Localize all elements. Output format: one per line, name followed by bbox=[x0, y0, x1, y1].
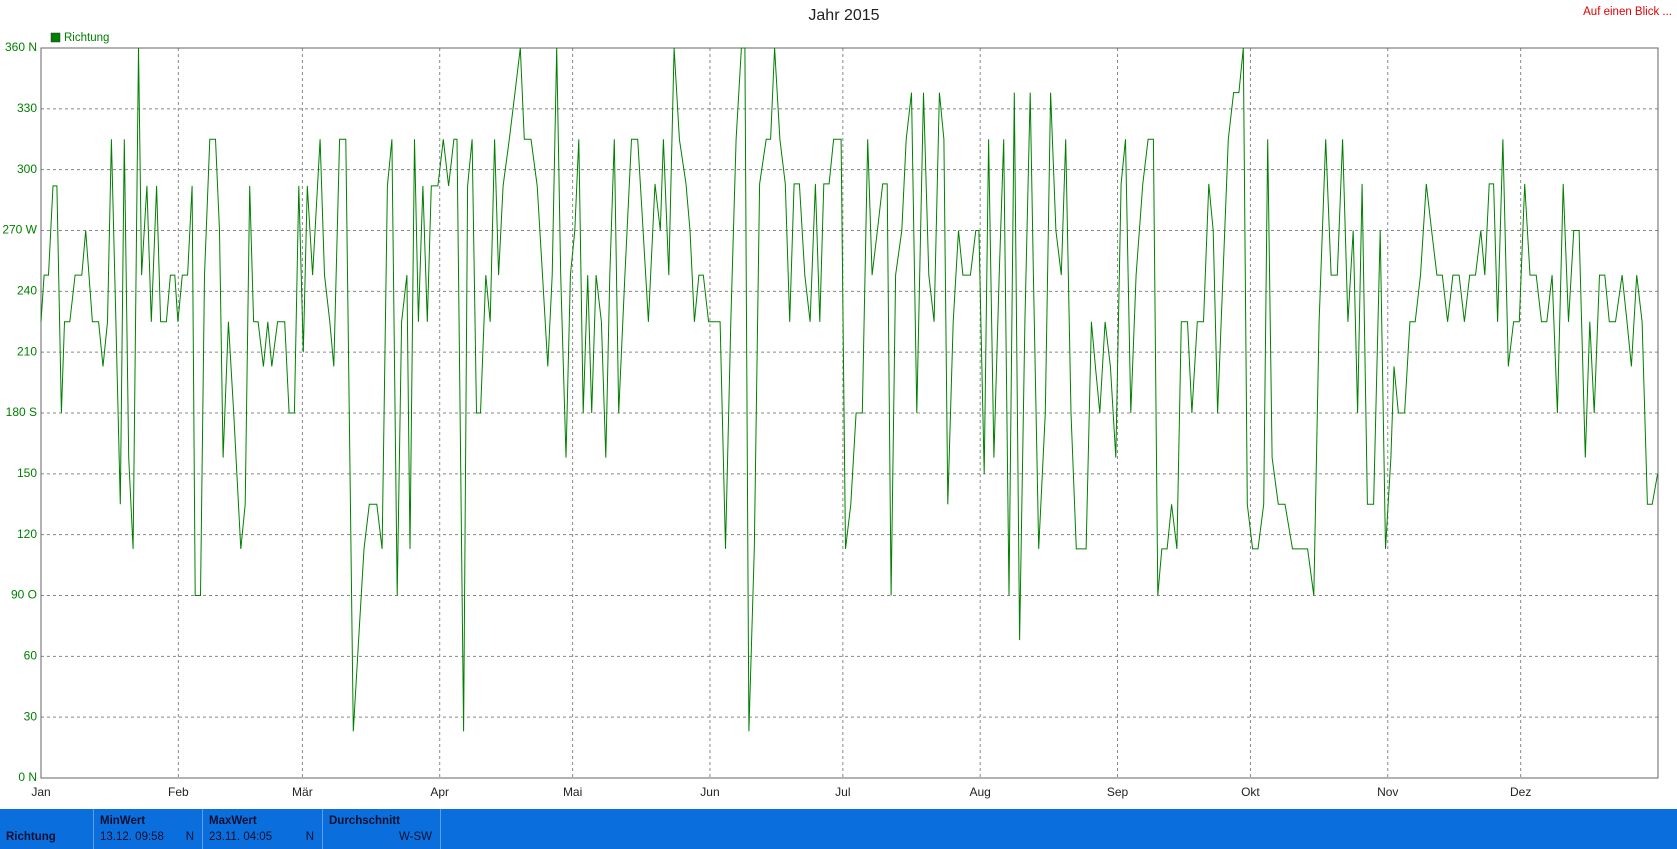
y-tick-label: 120 bbox=[17, 527, 37, 541]
y-tick-label: 330 bbox=[17, 101, 37, 115]
y-tick-label: 210 bbox=[17, 344, 37, 358]
summary-cell: Durchschnitt W-SW bbox=[323, 809, 441, 849]
y-tick-label: 60 bbox=[24, 649, 38, 663]
data-line bbox=[40, 47, 1659, 732]
y-tick-label: 180 S bbox=[6, 405, 37, 419]
x-tick-label: Jan bbox=[31, 785, 50, 799]
summary-dir: N bbox=[305, 831, 314, 843]
x-tick-label: Jun bbox=[700, 785, 719, 799]
chart-title: Jahr 2015 bbox=[808, 7, 879, 24]
x-tick-label: Jul bbox=[835, 785, 850, 799]
x-tick-label: Okt bbox=[1241, 785, 1260, 799]
y-tick-label: 240 bbox=[17, 284, 37, 298]
x-tick-label: Mär bbox=[292, 785, 313, 799]
y-tick-label: 30 bbox=[24, 709, 38, 723]
y-tick-label: 360 N bbox=[5, 40, 37, 54]
x-tick-label: Sep bbox=[1107, 785, 1129, 799]
y-tick-label: 150 bbox=[17, 466, 37, 480]
x-tick-label: Nov bbox=[1377, 785, 1398, 799]
summary-header: MinWert bbox=[100, 815, 146, 827]
summary-dir: W-SW bbox=[398, 831, 432, 843]
summary-cell: MinWert 13.12. 09:58 N bbox=[94, 809, 203, 849]
x-tick-label: Aug bbox=[970, 785, 991, 799]
plot-frame bbox=[40, 47, 1659, 779]
summary-dir: N bbox=[185, 831, 194, 843]
y-tick-label: 0 N bbox=[18, 770, 37, 784]
summary-time: 13.12. 09:58 bbox=[100, 831, 164, 843]
summary-header: Durchschnitt bbox=[329, 815, 400, 827]
summary-bar: Richtung MinWert 13.12. 09:58 N MaxWert 23.… bbox=[0, 809, 1677, 849]
x-tick-label: Feb bbox=[168, 785, 189, 799]
y-tick-label: 270 W bbox=[2, 223, 37, 237]
summary-label-cell: Richtung bbox=[0, 809, 94, 849]
chart: Jahr 2015 Auf einen Blick ... 0 N 30 60 90 … bbox=[2, 6, 1672, 799]
overview-link[interactable]: Auf einen Blick ... bbox=[1583, 6, 1672, 18]
summary-header: MaxWert bbox=[209, 815, 257, 827]
summary-time: 23.11. 04:05 bbox=[209, 831, 273, 843]
x-tick-label: Mai bbox=[563, 785, 582, 799]
legend-swatch bbox=[50, 32, 61, 43]
x-tick-label: Apr bbox=[430, 785, 449, 799]
summary-label: Richtung bbox=[6, 831, 56, 843]
legend-label: Richtung bbox=[64, 32, 109, 44]
y-tick-label: 300 bbox=[17, 162, 37, 176]
summary-cell: MaxWert 23.11. 04:05 N bbox=[203, 809, 323, 849]
x-tick-label: Dez bbox=[1510, 785, 1531, 799]
y-tick-label: 90 O bbox=[11, 588, 37, 602]
